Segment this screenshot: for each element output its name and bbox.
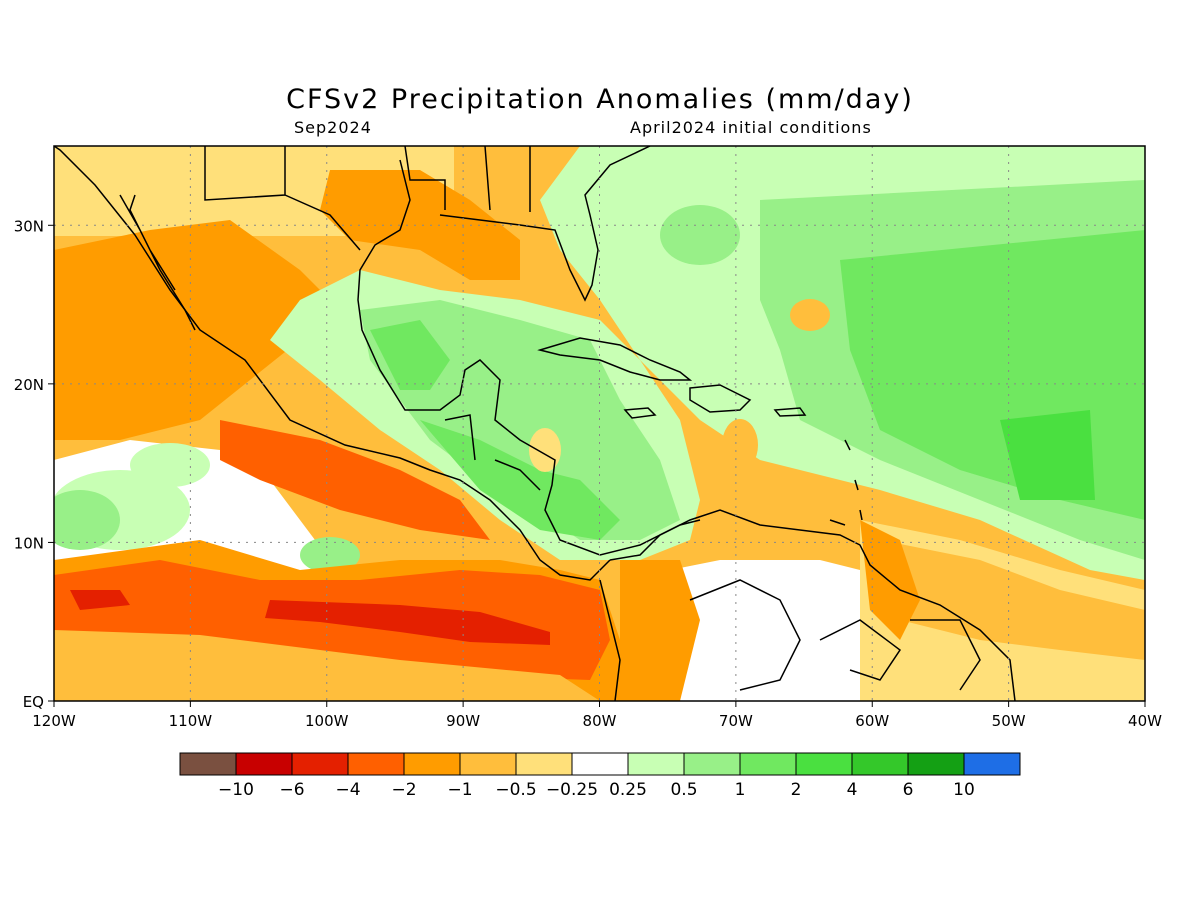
legend-swatch <box>627 752 685 776</box>
legend-swatch <box>683 752 741 776</box>
legend-swatch <box>963 752 1021 776</box>
x-tick-label: 60W <box>855 712 889 730</box>
legend-swatch <box>739 752 797 776</box>
legend-swatch <box>291 752 349 776</box>
legend-label: 1 <box>735 780 746 800</box>
legend-swatch <box>515 752 573 776</box>
legend-label: 0.5 <box>670 780 697 800</box>
gridlines <box>54 146 1145 701</box>
forecast-month: Sep2024 <box>294 118 372 137</box>
y-tick-label: EQ <box>23 693 44 711</box>
x-axis: 120W 110W 100W 90W 80W 70W 60W 50W 40W <box>32 701 1162 730</box>
x-tick-label: 40W <box>1128 712 1162 730</box>
legend-label: 4 <box>847 780 858 800</box>
coastlines <box>54 146 1016 701</box>
legend-swatch <box>179 752 237 776</box>
y-tick-label: 30N <box>14 217 44 235</box>
legend-label: 6 <box>903 780 914 800</box>
legend-label: −1 <box>447 780 472 800</box>
legend-label: −0.5 <box>495 780 536 800</box>
legend-label: −0.25 <box>546 780 598 800</box>
legend-swatch <box>907 752 965 776</box>
legend-swatch <box>347 752 405 776</box>
legend-label: 2 <box>791 780 802 800</box>
legend-swatch <box>459 752 517 776</box>
legend-swatch <box>403 752 461 776</box>
legend-swatch <box>571 752 629 776</box>
x-tick-label: 100W <box>305 712 349 730</box>
legend-label: −4 <box>335 780 360 800</box>
legend-swatch <box>851 752 909 776</box>
legend-label: −2 <box>391 780 416 800</box>
legend-label: 10 <box>953 780 975 800</box>
legend-label: 0.25 <box>609 780 647 800</box>
legend-label: −10 <box>218 780 254 800</box>
x-tick-label: 110W <box>169 712 213 730</box>
legend-swatch <box>235 752 293 776</box>
legend-label: −6 <box>279 780 304 800</box>
legend-swatch <box>795 752 853 776</box>
y-axis: EQ 10N 20N 30N <box>14 217 54 711</box>
y-tick-label: 10N <box>14 534 44 552</box>
x-tick-label: 80W <box>583 712 617 730</box>
x-tick-label: 90W <box>446 712 480 730</box>
x-tick-label: 70W <box>719 712 753 730</box>
map-title: CFSv2 Precipitation Anomalies (mm/day) <box>286 84 914 115</box>
x-tick-label: 50W <box>992 712 1026 730</box>
y-tick-label: 20N <box>14 376 44 394</box>
initial-conditions-label: April2024 initial conditions <box>630 118 872 137</box>
x-tick-label: 120W <box>32 712 76 730</box>
color-legend: −10 −6 −4 −2 −1 −0.5 −0.25 0.25 0.5 1 2 4 6 10 <box>179 752 1021 800</box>
